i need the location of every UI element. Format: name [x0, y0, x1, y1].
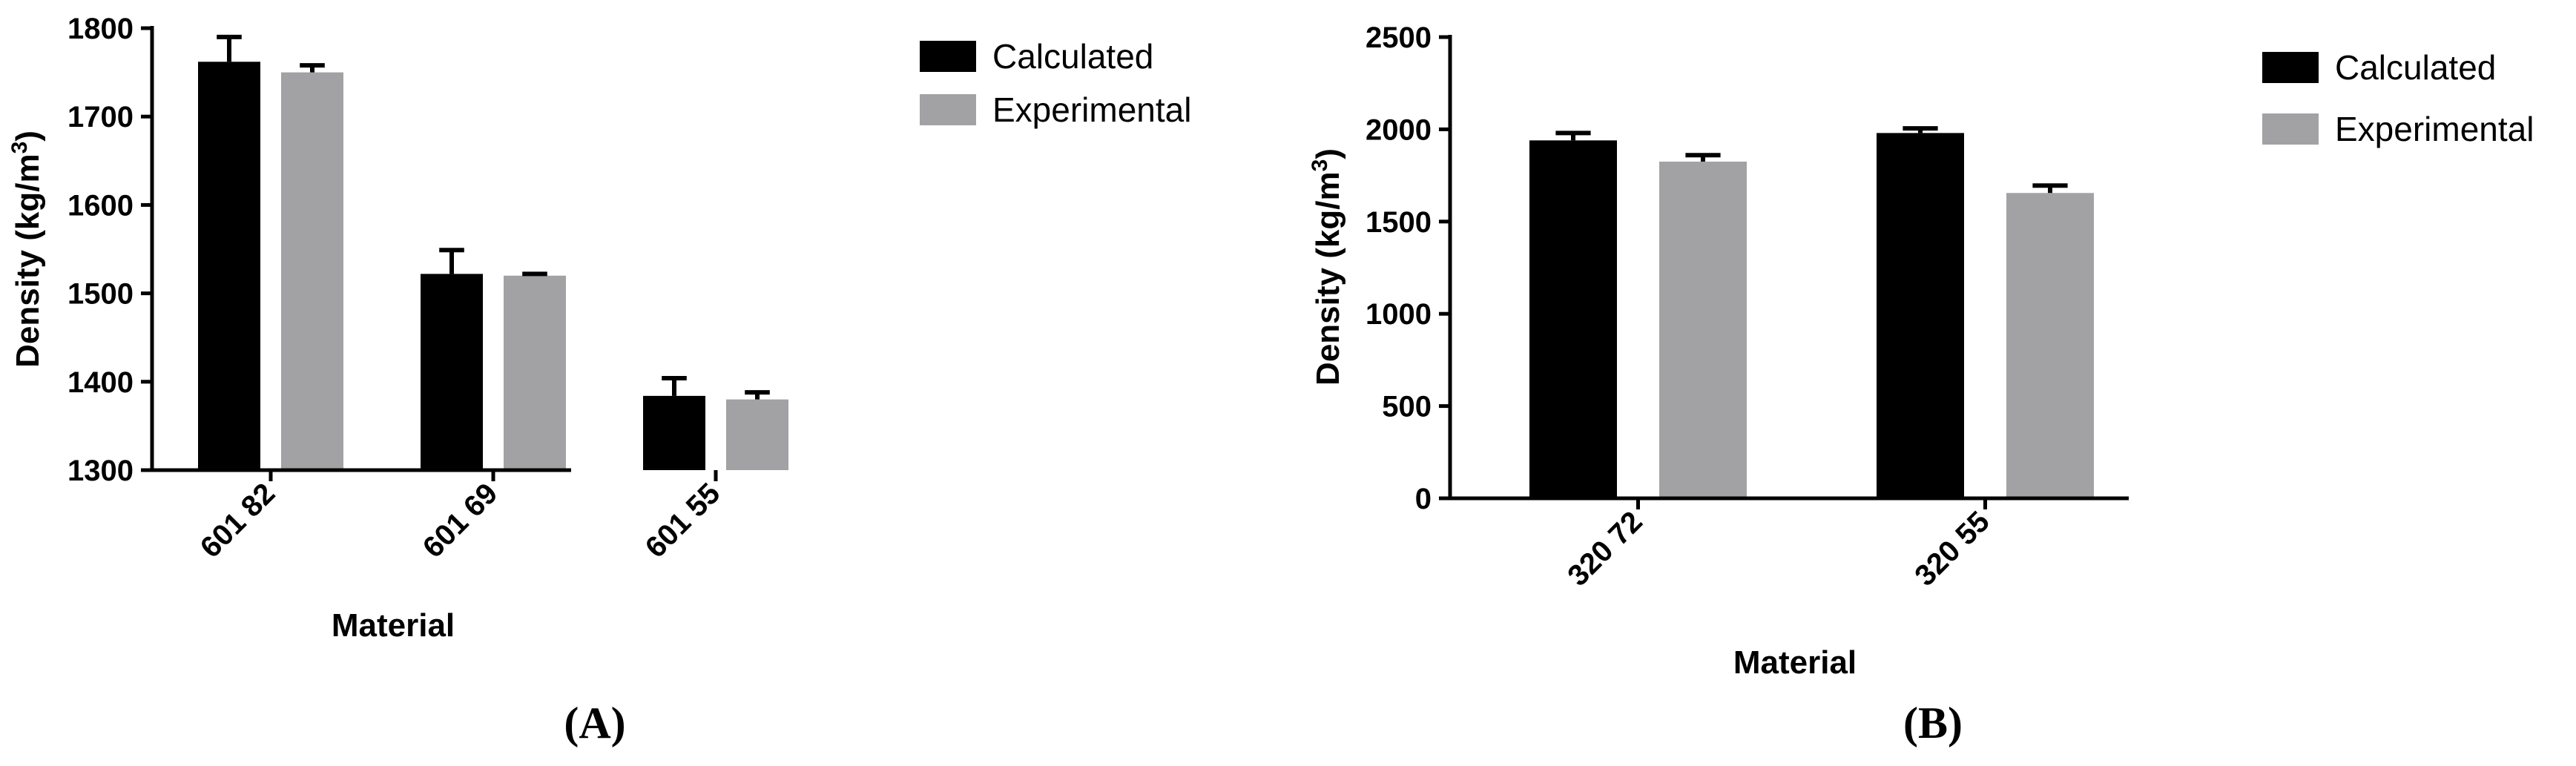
panel-label: (B): [1903, 699, 1963, 747]
y-axis-title-text: Density (kg/m: [1310, 171, 1346, 386]
legend-label-experimental: Experimental: [2335, 110, 2534, 148]
bar-experimental-601-69: [504, 275, 566, 470]
y-tick-label: 1700: [67, 101, 134, 133]
bar-calculated-320-55: [1877, 133, 1964, 498]
y-tick-label: 1800: [67, 13, 134, 45]
bar-experimental-601-82: [281, 72, 343, 471]
y-axis-title-sup: 3: [1308, 159, 1332, 172]
legend-swatch-experimental: [920, 94, 976, 125]
x-axis-title: Material: [1733, 644, 1857, 681]
y-axis-title: Density (kg/m3): [7, 131, 46, 368]
chart-panel-a: 601 82 601 69 601 55 1300 1400 1500 1600 1700 18…: [7, 13, 1191, 747]
legend-label-experimental: Experimental: [992, 90, 1191, 129]
y-axis-title-end: ): [1310, 148, 1346, 159]
bar-calculated-601-82: [198, 62, 260, 470]
bar-experimental-320-55: [2006, 193, 2094, 498]
y-tick-label: 2000: [1366, 113, 1432, 146]
bar-calculated-601-55: [643, 395, 705, 470]
x-tick-label: 601 55: [639, 477, 727, 564]
legend-swatch-calculated: [920, 41, 976, 72]
y-axis-title-sup: 3: [7, 142, 32, 154]
x-tick-label: 320 72: [1561, 505, 1649, 592]
y-tick-label: 1500: [67, 278, 134, 311]
x-tick-label: 320 55: [1908, 505, 1996, 592]
legend-label-calculated: Calculated: [992, 37, 1153, 76]
x-tick-label: 601 82: [194, 477, 282, 564]
bar-experimental-601-55: [726, 399, 788, 470]
y-axis-title-text: Density (kg/m: [10, 153, 46, 368]
y-tick-label: 1500: [1366, 206, 1432, 239]
y-tick-label: 500: [1382, 391, 1432, 423]
legend-swatch-experimental: [2262, 113, 2319, 145]
y-tick-label: 1400: [67, 366, 134, 399]
x-axis-title: Material: [332, 607, 455, 644]
panel-label: (A): [564, 699, 625, 747]
bar-calculated-601-69: [421, 274, 483, 470]
legend-swatch-calculated: [2262, 52, 2319, 83]
y-axis-title-end: ): [10, 131, 46, 142]
bar-calculated-320-72: [1529, 140, 1617, 498]
chart-panel-b: 320 72 320 55 0 500 1000 1500 2000 2500 Material…: [1308, 22, 2534, 747]
x-tick-label: 601 69: [417, 477, 504, 564]
y-tick-label: 0: [1415, 483, 1432, 515]
y-axis-title: Density (kg/m3): [1308, 148, 1346, 386]
bar-experimental-320-72: [1659, 161, 1747, 498]
y-tick-label: 1000: [1366, 298, 1432, 331]
y-tick-label: 1600: [67, 189, 134, 222]
y-tick-label: 2500: [1366, 22, 1432, 54]
y-tick-label: 1300: [67, 455, 134, 487]
legend-label-calculated: Calculated: [2335, 48, 2496, 87]
